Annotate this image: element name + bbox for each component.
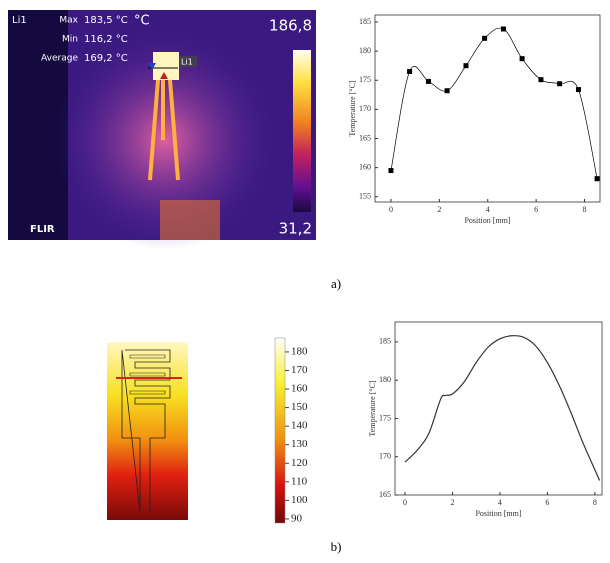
caption: a) [331, 276, 341, 291]
x-tick-label: 8 [583, 205, 587, 214]
point [444, 88, 450, 94]
colorbar-label: 160 [291, 383, 308, 395]
fit-curve [390, 27, 598, 179]
thermal-colorbar [293, 50, 311, 212]
y-axis-title: Temperature [°C] [348, 80, 357, 137]
y-tick-label: 185 [359, 17, 371, 26]
caption: b) [331, 539, 342, 554]
point [557, 81, 563, 87]
point [388, 168, 394, 174]
y-tick-label: 185 [379, 337, 391, 346]
scale-max: 186,8 [269, 17, 312, 35]
y-tick-label: 180 [359, 46, 371, 55]
x-tick-label: 4 [498, 498, 502, 507]
x-tick-label: 2 [437, 205, 441, 214]
colorbar-label: 130 [291, 438, 308, 450]
colorbar-label: 170 [291, 364, 308, 376]
avg-label: Average [41, 54, 78, 64]
y-axis-title: Temperature [°C] [368, 380, 377, 437]
min-label: Min [62, 35, 78, 45]
point [482, 35, 488, 41]
y-tick-label: 175 [379, 413, 391, 422]
max-label: Max [59, 16, 78, 26]
colorbar-label: 90 [291, 512, 303, 524]
x-tick-label: 0 [403, 498, 407, 507]
point [425, 78, 431, 84]
point [463, 63, 469, 69]
y-tick-label: 180 [379, 375, 391, 384]
point [407, 69, 413, 75]
colorbar-label: 110 [291, 475, 308, 487]
x-tick-label: 2 [450, 498, 454, 507]
thermal-image: Li1 Li1 Max 183,5 °C Min 116,2 °C Averag… [8, 10, 316, 250]
point [594, 176, 600, 182]
y-tick-label: 165 [359, 133, 371, 142]
scale-min: 31,2 [279, 220, 312, 238]
marker-label: Li1 [181, 58, 193, 67]
line-name: Li1 [12, 15, 27, 26]
x-tick-label: 6 [545, 498, 549, 507]
y-tick-label: 165 [379, 490, 391, 499]
y-tick-label: 160 [359, 162, 371, 171]
point [519, 56, 525, 62]
y-tick-label: 170 [379, 452, 391, 461]
point [500, 26, 506, 32]
x-tick-label: 0 [389, 205, 393, 214]
line [404, 335, 601, 481]
plot-frame [394, 321, 603, 496]
colorbar-label: 150 [291, 401, 308, 413]
simulation-image [107, 337, 286, 524]
colorbar-label: 180 [291, 345, 308, 357]
min-value: 116,2 °C [84, 34, 128, 45]
avg-value: 169,2 °C [84, 53, 128, 64]
x-tick-label: 6 [534, 205, 538, 214]
colorbar-label: 140 [291, 420, 308, 432]
brand: FLIR [30, 224, 55, 235]
point [575, 87, 581, 93]
x-tick-label: 8 [593, 498, 597, 507]
x-axis-title: Position [mm] [475, 509, 521, 518]
unit: °C [134, 14, 150, 29]
colorbar-label: 100 [291, 494, 308, 506]
point [538, 77, 544, 83]
plot-frame [374, 14, 601, 203]
y-tick-label: 175 [359, 75, 371, 84]
y-tick-label: 155 [359, 192, 371, 201]
x-axis-title: Position [mm] [464, 216, 510, 225]
y-tick-label: 170 [359, 104, 371, 113]
max-value: 183,5 °C [84, 15, 128, 26]
colorbar-label: 120 [291, 457, 308, 469]
x-tick-label: 4 [486, 205, 490, 214]
